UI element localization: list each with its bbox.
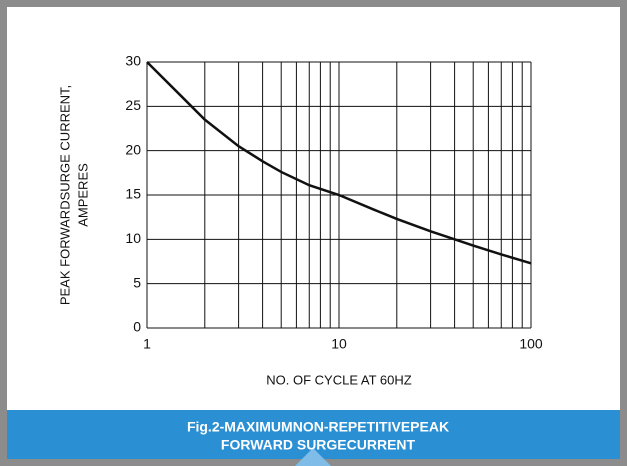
y-tick-label: 5	[133, 274, 141, 290]
y-tick-label: 10	[125, 230, 141, 246]
x-tick-label: 100	[519, 336, 543, 352]
caption: Fig.2-MAXIMUMNON-REPETITIVEPEAK	[187, 419, 449, 435]
decoration	[295, 448, 331, 466]
panel	[7, 7, 620, 459]
y-tick-label: 20	[125, 141, 141, 157]
y-tick-label: 15	[125, 186, 141, 202]
y-axis-label: PEAK FORWARDSURGE CURRENT,	[57, 85, 72, 305]
line-series	[146, 61, 532, 265]
x-tick-label: 1	[143, 336, 151, 352]
x-axis-label: NO. OF CYCLE AT 60HZ	[266, 372, 412, 387]
x-tick-label: 10	[331, 336, 347, 352]
y-tick-label: 25	[125, 97, 141, 113]
y-tick-label: 0	[133, 319, 141, 335]
y-axis-label: AMPERES	[75, 163, 90, 227]
caption: FORWARD SURGECURRENT	[221, 437, 416, 453]
y-tick-label: 30	[125, 53, 141, 69]
